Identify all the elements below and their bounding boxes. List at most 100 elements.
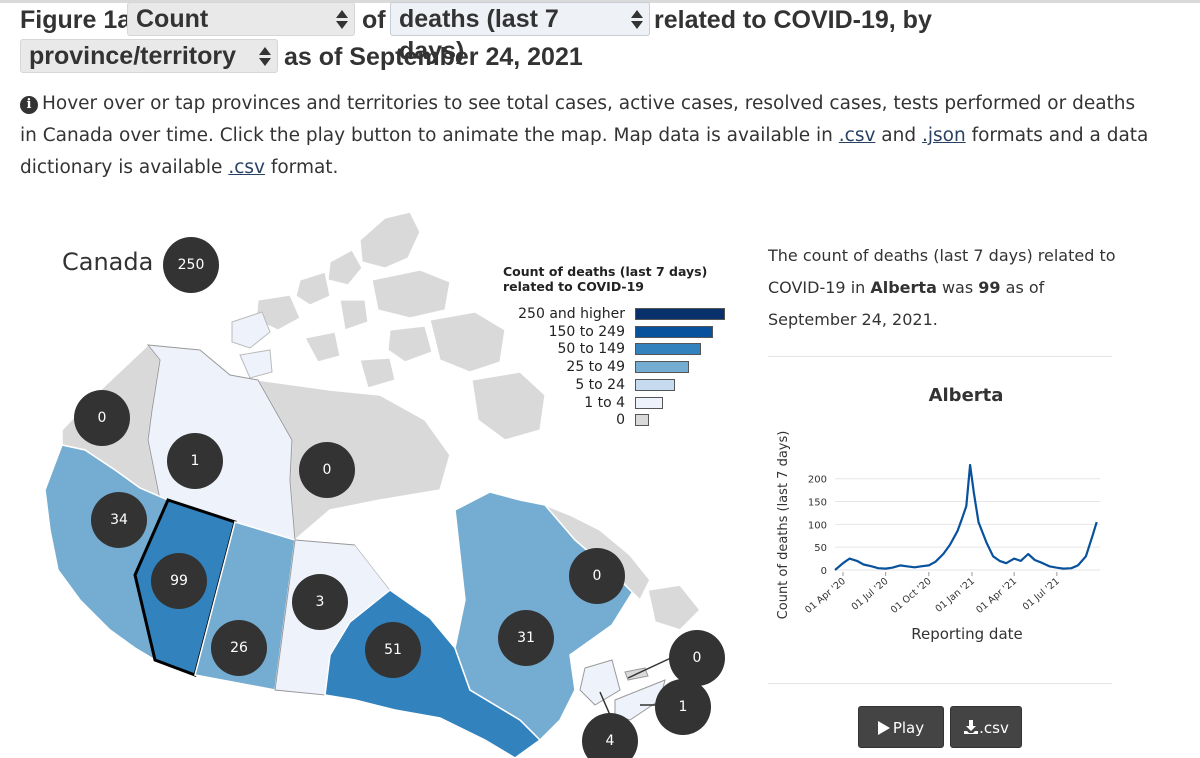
legend-item: 150 to 249: [490, 323, 730, 341]
chart-x-tick-label: 01 Jul '20: [850, 576, 891, 613]
legend-title-line-2: related to COVID-19: [503, 279, 645, 294]
bubble-nunavut[interactable]: 0: [299, 442, 355, 498]
legend-item: 1 to 4: [490, 394, 730, 412]
bubble-newfoundland-labrador[interactable]: 0: [569, 548, 625, 604]
geo-select[interactable]: province/territory: [20, 39, 278, 73]
legend-item: 0: [490, 411, 730, 429]
chart-y-ticks: 0 50 100 150 200: [808, 475, 827, 577]
map-data-csv-link[interactable]: .csv: [838, 125, 876, 146]
top-divider: [0, 0, 1200, 3]
legend-item-label: 5 to 24: [575, 376, 625, 393]
summary-region: Alberta: [870, 278, 937, 297]
legend-title-line-1: Count of deaths (last 7 days): [503, 264, 708, 279]
divider-bottom: [768, 683, 1112, 684]
summary-text-a: The count of deaths (last 7 days) relate…: [768, 246, 1116, 297]
play-button-label: Play: [892, 719, 925, 737]
select-arrows-icon: [259, 46, 271, 68]
as-of-date: as of September 24, 2021: [284, 43, 583, 71]
select-arrows-icon: [336, 9, 348, 31]
download-csv-label: .csv: [979, 719, 1009, 737]
bubble-alberta[interactable]: 99: [151, 553, 207, 609]
legend-swatch: [635, 325, 713, 338]
bubble-quebec[interactable]: 31: [498, 610, 554, 666]
bubble-new-brunswick[interactable]: 4: [582, 713, 638, 758]
legend-swatch: [635, 308, 725, 320]
divider-top: [768, 356, 1112, 357]
chart-y-tick-label: 100: [808, 520, 827, 531]
legend-item: 250 and higher: [490, 305, 730, 323]
bubble-british-columbia[interactable]: 34: [91, 492, 147, 548]
download-csv-button[interactable]: .csv: [950, 706, 1022, 748]
chart-x-tick-label: 01 Oct '20: [889, 576, 934, 616]
legend-item-label: 1 to 4: [584, 394, 625, 411]
bubble-manitoba[interactable]: 3: [292, 574, 348, 630]
play-button[interactable]: Play: [858, 706, 944, 748]
chart-x-tick-label: 01 Jan '21: [933, 576, 976, 615]
chart-x-tick-label: 01 Jul '21: [1021, 576, 1062, 613]
info-icon: i: [20, 96, 38, 114]
play-icon: [877, 721, 890, 735]
legend-swatch: [635, 361, 689, 374]
data-dictionary-csv-link[interactable]: .csv: [228, 157, 265, 178]
metric-select-value: deaths (last 7 days): [399, 5, 559, 65]
legend-item-label: 150 to 249: [548, 323, 625, 340]
select-arrows-icon: [631, 9, 643, 31]
legend-item: 50 to 149: [490, 340, 730, 358]
hudson-bay: [355, 495, 465, 648]
nwt-islands: [231, 311, 273, 379]
info-text-2: and: [875, 125, 922, 146]
canada-label: Canada: [62, 248, 154, 276]
chart-y-tick-label: 150: [808, 498, 827, 509]
legend-item-label: 0: [616, 412, 625, 429]
legend-item: 5 to 24: [490, 376, 730, 394]
info-paragraph: i Hover over or tap provinces and territo…: [20, 88, 1150, 184]
region-new-brunswick[interactable]: [579, 659, 621, 706]
chart-x-tick-label: 01 Apr '20: [803, 576, 848, 616]
download-icon: [964, 720, 979, 734]
legend-item-label: 50 to 149: [557, 341, 626, 358]
region-newfoundland-island: [647, 584, 702, 631]
summary-text-b: was: [936, 278, 979, 297]
bubble-pei[interactable]: 0: [669, 630, 725, 686]
bubble-yukon[interactable]: 0: [74, 390, 130, 446]
geo-select-value: province/territory: [29, 42, 237, 70]
bubble-ontario[interactable]: 51: [365, 622, 421, 678]
nb-callout-line: [599, 691, 611, 716]
measure-select-value: Count: [136, 5, 209, 33]
chart-y-tick-label: 200: [808, 475, 827, 486]
summary-value: 99: [978, 278, 1001, 297]
chart-y-tick-label: 50: [814, 543, 827, 554]
bubble-northwest-territories[interactable]: 1: [167, 433, 223, 489]
figure-label: Figure 1a.: [20, 6, 139, 34]
summary-text: The count of deaths (last 7 days) relate…: [768, 240, 1118, 336]
bubble-saskatchewan[interactable]: 26: [211, 620, 267, 676]
chart-x-label: Reporting date: [911, 625, 1023, 643]
legend-swatch: [635, 378, 675, 391]
legend-item: 25 to 49: [490, 358, 730, 376]
chart-title: Alberta: [928, 385, 1004, 406]
word-related: related to COVID-19, by: [654, 6, 932, 34]
chart-series-line: [834, 463, 1098, 571]
bubble-canada[interactable]: 250: [163, 237, 219, 293]
measure-select[interactable]: Count: [127, 2, 355, 36]
legend-swatch: [635, 343, 701, 356]
bubble-nova-scotia[interactable]: 1: [655, 679, 711, 735]
legend-item-label: 250 and higher: [518, 306, 625, 322]
info-text-1: Hover over or tap provinces and territor…: [20, 93, 1136, 146]
map-data-json-link[interactable]: .json: [921, 125, 966, 146]
metric-select[interactable]: deaths (last 7 days): [390, 2, 650, 65]
legend-swatch: [635, 396, 663, 409]
chart-y-label: Count of deaths (last 7 days): [776, 431, 791, 620]
arctic-islands: [255, 211, 546, 441]
info-text-3: formats and a data dictionary is availab…: [20, 125, 1149, 178]
summary-text-c: as of September 24, 2021.: [768, 278, 1045, 329]
pei-callout-line: [627, 656, 674, 679]
chart-y-tick-label: 0: [821, 566, 827, 577]
info-text-4: format.: [264, 157, 339, 178]
chart-x-tick-label: 01 Apr '21: [974, 576, 1019, 616]
legend-title: Count of deaths (last 7 days) related to…: [503, 264, 707, 294]
legend-item-label: 25 to 49: [566, 359, 625, 376]
legend-swatch: [635, 414, 649, 427]
